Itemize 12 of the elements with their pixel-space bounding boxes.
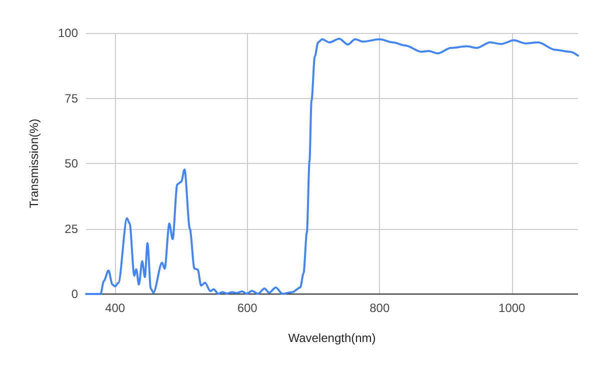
x-axis-title: Wavelength(nm)	[288, 331, 376, 345]
y-tick-label: 0	[71, 287, 78, 301]
x-tick-label: 400	[105, 301, 126, 315]
line-series	[85, 38, 579, 295]
y-tick-label: 25	[64, 222, 78, 236]
y-axis-title: Transmission(%)	[27, 118, 41, 208]
x-tick-label: 600	[237, 301, 258, 315]
y-tick-label: 100	[58, 26, 78, 40]
x-tick-label: 1000	[498, 301, 526, 315]
y-tick-label: 75	[64, 91, 78, 106]
x-tick-label: 800	[370, 301, 390, 315]
y-tick-label: 50	[64, 156, 78, 170]
